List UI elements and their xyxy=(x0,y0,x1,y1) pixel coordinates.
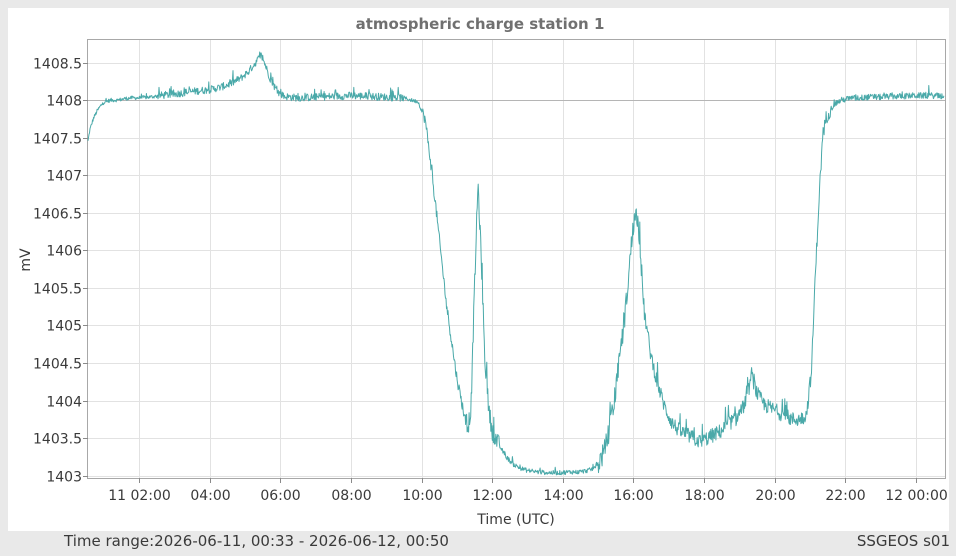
y-tick-label: 1406 xyxy=(46,244,82,260)
x-tick-label: 14:00 xyxy=(543,488,583,504)
x-tick-label: 06:00 xyxy=(260,488,300,504)
grid xyxy=(88,40,945,478)
y-tick-label: 1407 xyxy=(46,169,82,185)
x-tick-label: 08:00 xyxy=(331,488,371,504)
chart: atmospheric charge station 1 14031403.51… xyxy=(18,15,948,528)
y-axis-label: mV xyxy=(18,248,34,272)
y-tick-label: 1408 xyxy=(46,94,82,110)
y-tick-label: 1404.5 xyxy=(33,357,82,373)
station-id: SSGEOS s01 xyxy=(856,532,950,550)
y-tick-label: 1408.5 xyxy=(33,57,82,73)
plot-panel: atmospheric charge station 1 1403 1403.5 1… xyxy=(8,8,949,531)
series-line-0 xyxy=(87,51,945,476)
x-axis-ticks: 11 02:00 04:00 06:00 08:00 10:00 12:00 14:00 16… xyxy=(108,478,948,504)
y-tick-label: 1403.5 xyxy=(33,432,82,448)
plot-frame xyxy=(87,39,946,479)
time-range-value: 2026-06-11, 00:33 - 2026-06-12, 00:50 xyxy=(154,532,449,550)
y-tick-label: 1404 xyxy=(46,395,82,411)
y-tick-label: 1406.5 xyxy=(33,207,82,223)
y-tick-label: 1405.5 xyxy=(33,282,82,298)
x-tick-label: 18:00 xyxy=(684,488,724,504)
y-tick-label: 1403 xyxy=(46,470,82,486)
y-axis-ticks: 1403 1403.5 1404 1404.5 1405 1405.5 1406 1406.5… xyxy=(33,57,88,486)
x-tick-label: 11 02:00 xyxy=(108,488,171,504)
time-range-info: Time range:2026-06-11, 00:33 - 2026-06-1… xyxy=(64,532,449,550)
x-axis-label: Time (UTC) xyxy=(476,512,554,528)
y-tick-label: 1407.5 xyxy=(33,132,82,148)
series-layer xyxy=(87,51,945,476)
x-tick-label: 10:00 xyxy=(402,488,442,504)
x-tick-label: 20:00 xyxy=(755,488,795,504)
x-tick-label: 12 00:00 xyxy=(885,488,948,504)
x-tick-label: 22:00 xyxy=(825,488,865,504)
x-tick-label: 04:00 xyxy=(190,488,230,504)
y-tick-label: 1405 xyxy=(46,319,82,335)
time-range-label: Time range: xyxy=(64,532,155,550)
x-tick-label: 16:00 xyxy=(613,488,653,504)
x-tick-label: 12:00 xyxy=(472,488,512,504)
chart-title: atmospheric charge station 1 xyxy=(356,15,605,33)
